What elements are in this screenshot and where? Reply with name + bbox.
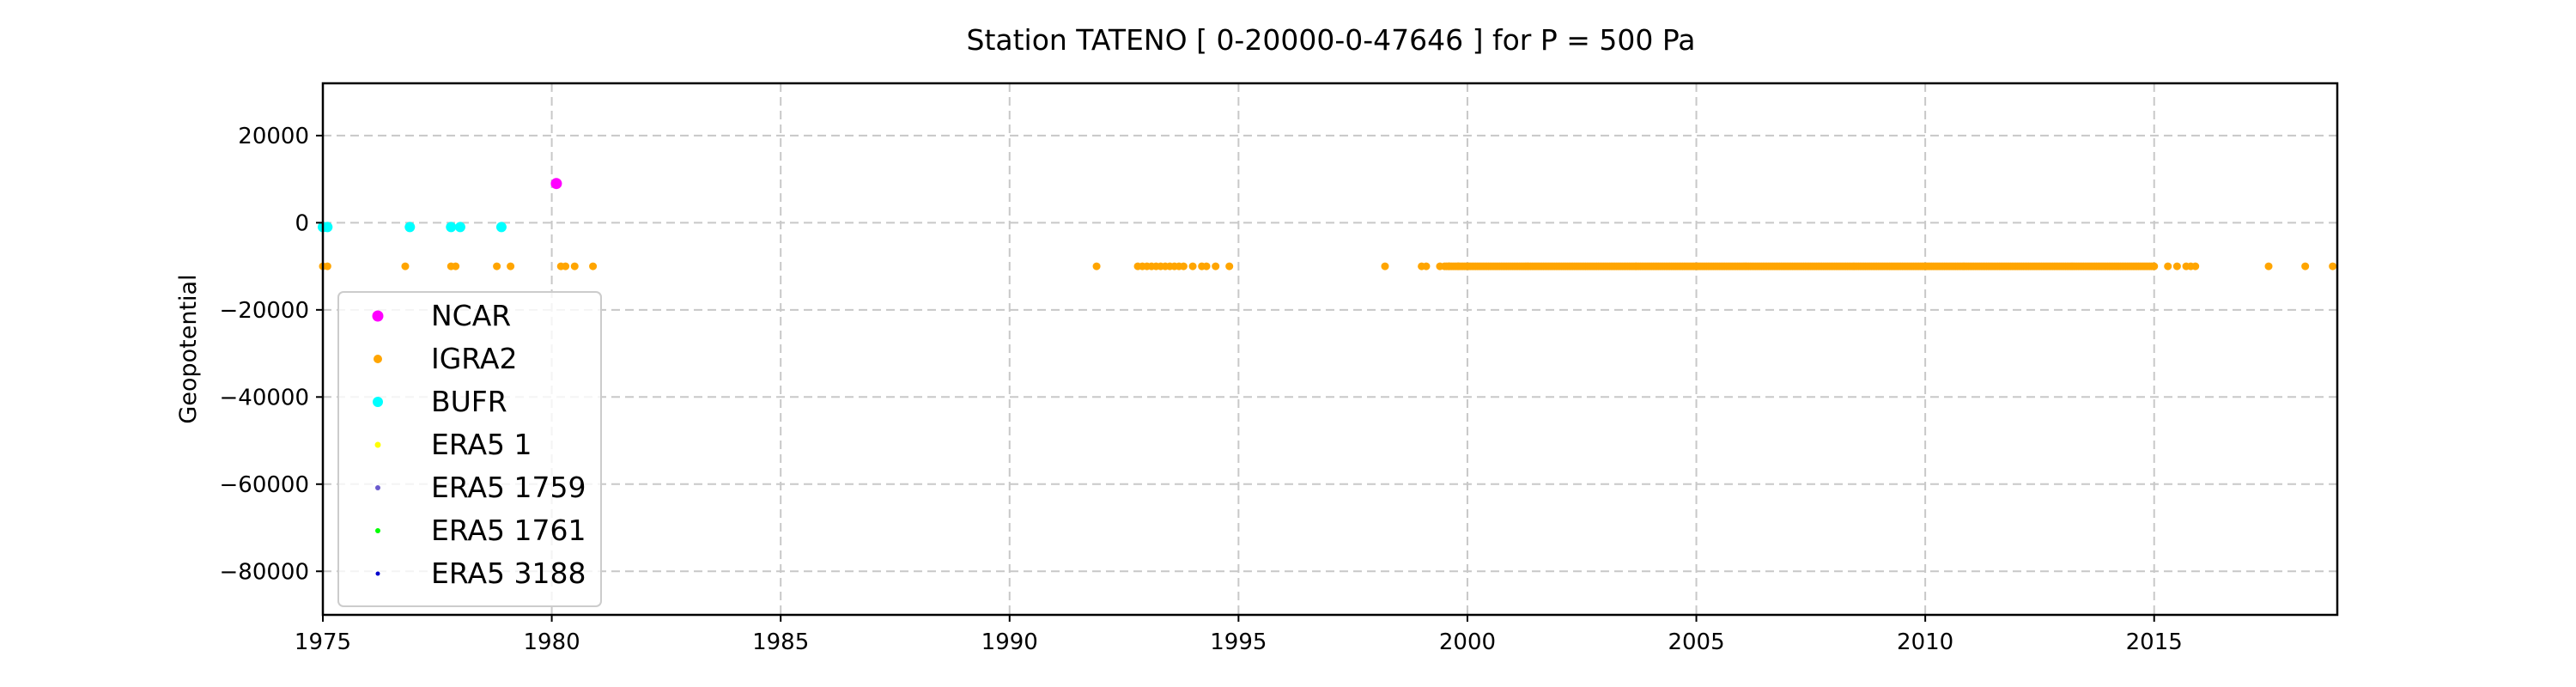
y-axis-label: Geopotential	[175, 274, 202, 423]
data-point	[1092, 262, 1101, 271]
y-tick-label: −60000	[220, 472, 310, 498]
data-point	[493, 262, 501, 271]
data-point	[323, 262, 331, 271]
y-tick-label: −40000	[220, 385, 310, 410]
data-point	[589, 262, 598, 271]
series-ncar	[550, 178, 562, 190]
data-point	[2264, 262, 2273, 271]
y-tick-label: −20000	[220, 298, 310, 324]
legend-marker	[372, 310, 384, 322]
x-tick-label: 2010	[1897, 629, 1953, 655]
plot-frame	[321, 82, 2339, 617]
x-tick-label: 1995	[1210, 629, 1267, 655]
data-point	[1445, 262, 1454, 271]
data-point	[1381, 262, 1389, 271]
data-point	[452, 262, 460, 271]
data-point	[322, 222, 333, 233]
data-point	[1436, 262, 1444, 271]
data-point	[454, 222, 465, 233]
legend-label: NCAR	[431, 299, 511, 332]
legend-marker	[374, 441, 381, 448]
x-tick-label: 1985	[752, 629, 809, 655]
x-tick-label: 2015	[2126, 629, 2183, 655]
data-point	[1422, 262, 1431, 271]
legend-marker	[375, 485, 380, 490]
data-point	[550, 178, 562, 190]
chart-title: Station TATENO [ 0-20000-0-47646 ] for P…	[967, 23, 1696, 57]
legend-marker	[374, 355, 382, 363]
data-point	[495, 222, 507, 233]
legend-marker	[375, 571, 380, 576]
y-tick-label: −80000	[220, 559, 310, 585]
data-point	[2150, 262, 2159, 271]
y-axis: 20000 0 −20000 −40000 −60000 −80000	[220, 124, 323, 585]
data-point	[2301, 262, 2310, 271]
data-point	[1454, 262, 1462, 271]
data-point	[562, 262, 570, 271]
x-tick-label: 2005	[1668, 629, 1724, 655]
y-tick-label: 20000	[238, 124, 309, 149]
data-point	[1225, 262, 1234, 271]
x-tick-label: 1980	[524, 629, 580, 655]
legend-label: ERA5 1759	[431, 471, 586, 504]
data-point	[2191, 262, 2200, 271]
legend: NCAR IGRA2 BUFR ERA5 1 ERA5 1759 ERA5 1761 ERA…	[337, 291, 602, 607]
data-point	[446, 222, 457, 233]
x-axis: 1975 1980 1985 1990 1995 2000 2005 2010 2015	[295, 615, 2183, 655]
legend-label: ERA5 3188	[431, 556, 586, 590]
data-point	[507, 262, 515, 271]
data-point	[1188, 262, 1197, 271]
data-points	[318, 178, 2337, 271]
series-igra2	[319, 262, 2337, 271]
data-point	[1202, 262, 1211, 271]
legend-label: BUFR	[431, 385, 507, 418]
y-tick-label: 0	[295, 210, 309, 236]
data-point	[570, 262, 579, 271]
series-bufr	[318, 222, 507, 233]
legend-frame	[337, 291, 602, 607]
grid	[322, 83, 2337, 615]
legend-label: ERA5 1	[431, 428, 532, 461]
x-tick-label: 1990	[981, 629, 1038, 655]
data-point	[2329, 262, 2337, 271]
legend-marker	[373, 397, 383, 407]
legend-label: IGRA2	[431, 342, 517, 375]
data-point	[404, 222, 416, 233]
x-tick-label: 1975	[295, 629, 351, 655]
legend-marker	[375, 528, 380, 533]
data-point	[401, 262, 410, 271]
legend-label: ERA5 1761	[431, 514, 586, 547]
data-point	[2164, 262, 2172, 271]
x-tick-label: 2000	[1439, 629, 1496, 655]
data-point	[2172, 262, 2181, 271]
data-point	[1212, 262, 1220, 271]
data-point	[1179, 262, 1188, 271]
